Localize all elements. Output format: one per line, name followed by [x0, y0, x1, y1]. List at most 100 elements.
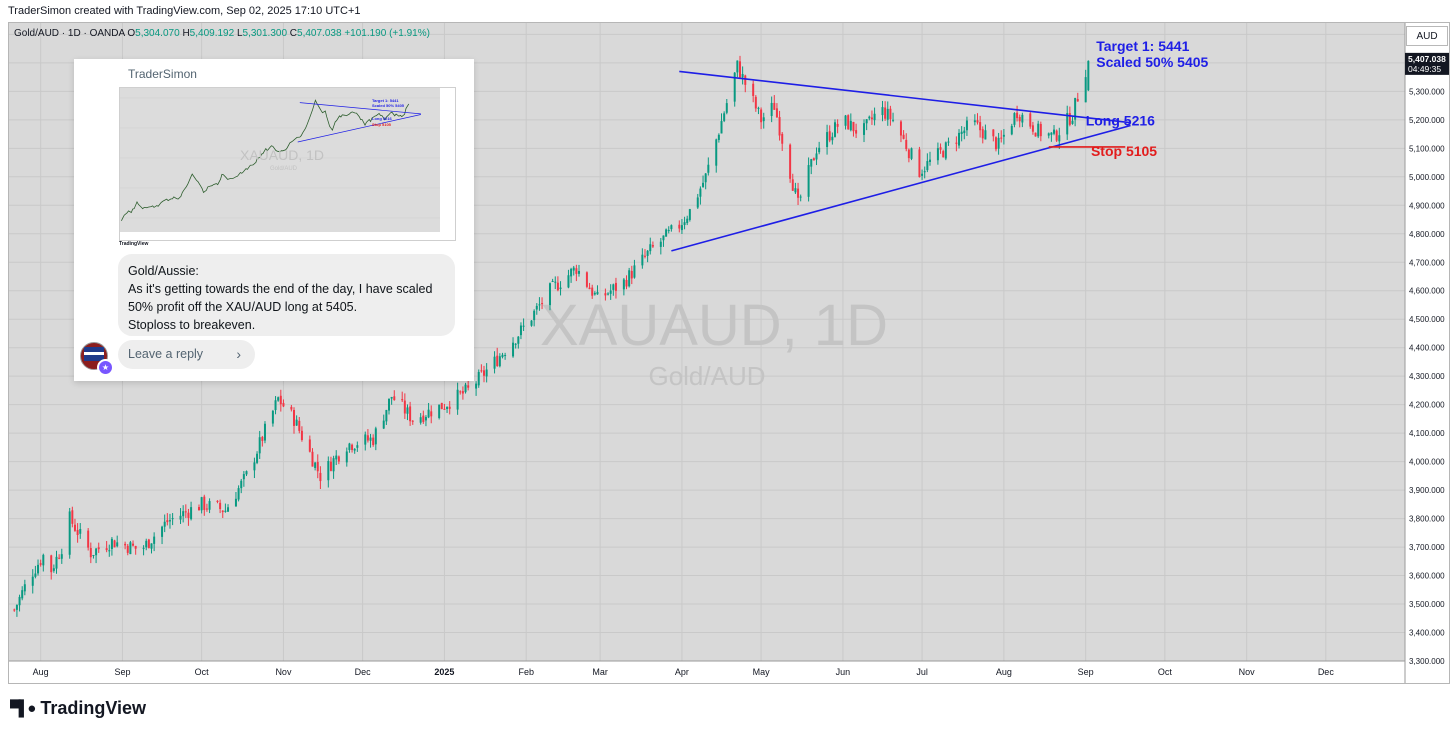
candle-body	[1002, 134, 1005, 137]
candle	[1034, 132, 1037, 137]
candle	[973, 114, 976, 126]
y-tick-label: 5,300.000	[1409, 87, 1445, 96]
candle-body	[89, 548, 92, 558]
candle-body	[95, 548, 98, 556]
tweet-card[interactable]: TraderSimon XAUAUD, 1D Gold/AUD Target 1: …	[74, 59, 474, 381]
candle	[944, 141, 947, 161]
candle-body	[831, 136, 834, 141]
candle-body	[886, 108, 889, 120]
candle	[683, 216, 686, 230]
candle-body	[789, 144, 792, 179]
candle-body	[55, 556, 58, 569]
tweet-line: Stoploss to breakeven.	[128, 318, 256, 332]
candle-body	[366, 435, 369, 441]
candle-body	[316, 462, 319, 472]
candle	[422, 410, 425, 424]
candle-body	[865, 119, 868, 124]
candle	[826, 124, 829, 155]
candle-body	[393, 396, 396, 401]
candle	[150, 543, 153, 554]
tweet-chart-thumbnail[interactable]: XAUAUD, 1D Gold/AUD Target 1: 5441 Scaled 5…	[119, 87, 456, 241]
candle	[649, 237, 652, 255]
candle	[498, 353, 501, 368]
x-tick-label: Sep	[1078, 667, 1094, 677]
candle	[496, 347, 499, 367]
tweet-author[interactable]: TraderSimon	[128, 67, 197, 81]
candle-body	[374, 428, 377, 445]
candle-body	[108, 550, 111, 552]
candle-body	[21, 590, 24, 599]
candle-body	[607, 293, 610, 295]
candle	[485, 363, 488, 383]
candle-body	[240, 480, 243, 489]
candle	[298, 416, 301, 434]
candle-body	[973, 120, 976, 123]
candle	[760, 107, 763, 130]
candle-body	[1039, 123, 1042, 137]
candle	[234, 492, 237, 507]
candle	[720, 113, 723, 134]
candle-body	[353, 448, 356, 451]
last-price-countdown: 04:49:35	[1408, 64, 1441, 74]
reply-button[interactable]: Leave a reply ›	[118, 340, 255, 369]
currency-selector[interactable]: AUD	[1406, 26, 1448, 46]
watermark-symbol: XAUAUD, 1D	[540, 293, 888, 358]
candle	[483, 365, 486, 383]
y-tick-label: 4,900.000	[1409, 201, 1445, 210]
candle-body	[907, 149, 910, 159]
candle	[364, 431, 367, 451]
candle-body	[760, 109, 763, 123]
candle-body	[744, 75, 747, 85]
candle	[221, 510, 224, 518]
candle	[517, 336, 520, 349]
candle-body	[129, 542, 132, 555]
candle-body	[475, 383, 478, 389]
candle-body	[588, 287, 591, 290]
candle	[142, 545, 145, 556]
candle	[290, 404, 293, 412]
candle-body	[944, 142, 947, 159]
candle	[889, 105, 892, 126]
y-tick-label: 4,000.000	[1409, 458, 1445, 467]
candle-body	[60, 554, 63, 559]
candle-body	[440, 402, 443, 410]
candle	[976, 113, 979, 125]
candle-body	[385, 409, 388, 422]
candle-body	[905, 139, 908, 150]
candle	[955, 136, 958, 152]
candle	[926, 153, 929, 173]
candle-body	[868, 116, 871, 119]
candle	[31, 569, 34, 594]
candle-body	[960, 131, 963, 134]
candle-body	[678, 224, 681, 229]
candle	[881, 100, 884, 122]
candle	[554, 276, 557, 290]
tradingview-logo[interactable]: ▀▌● TradingView	[10, 698, 146, 719]
candle-body	[79, 528, 82, 534]
candle	[752, 80, 755, 103]
candle	[401, 391, 404, 403]
candle-body	[702, 182, 705, 187]
candle-body	[496, 355, 499, 366]
candle-body	[812, 158, 815, 161]
candle	[293, 407, 296, 434]
y-tick-label: 3,500.000	[1409, 600, 1445, 609]
legend-high-label: H	[182, 28, 190, 39]
candle-body	[163, 521, 166, 527]
candle	[609, 284, 612, 300]
candle-body	[182, 511, 185, 517]
candle-body	[818, 147, 821, 153]
candle	[372, 434, 375, 447]
candle	[161, 525, 164, 545]
candle	[475, 381, 478, 396]
candle	[390, 396, 393, 405]
candle-body	[593, 292, 596, 295]
candle	[868, 115, 871, 121]
candle	[1084, 69, 1087, 103]
y-tick-label: 5,000.000	[1409, 173, 1445, 182]
thumb-watermark: XAUAUD, 1D	[240, 147, 324, 163]
candle-body	[113, 540, 116, 548]
candle-body	[216, 500, 219, 502]
candle-body	[364, 434, 367, 445]
candle-body	[836, 123, 839, 127]
